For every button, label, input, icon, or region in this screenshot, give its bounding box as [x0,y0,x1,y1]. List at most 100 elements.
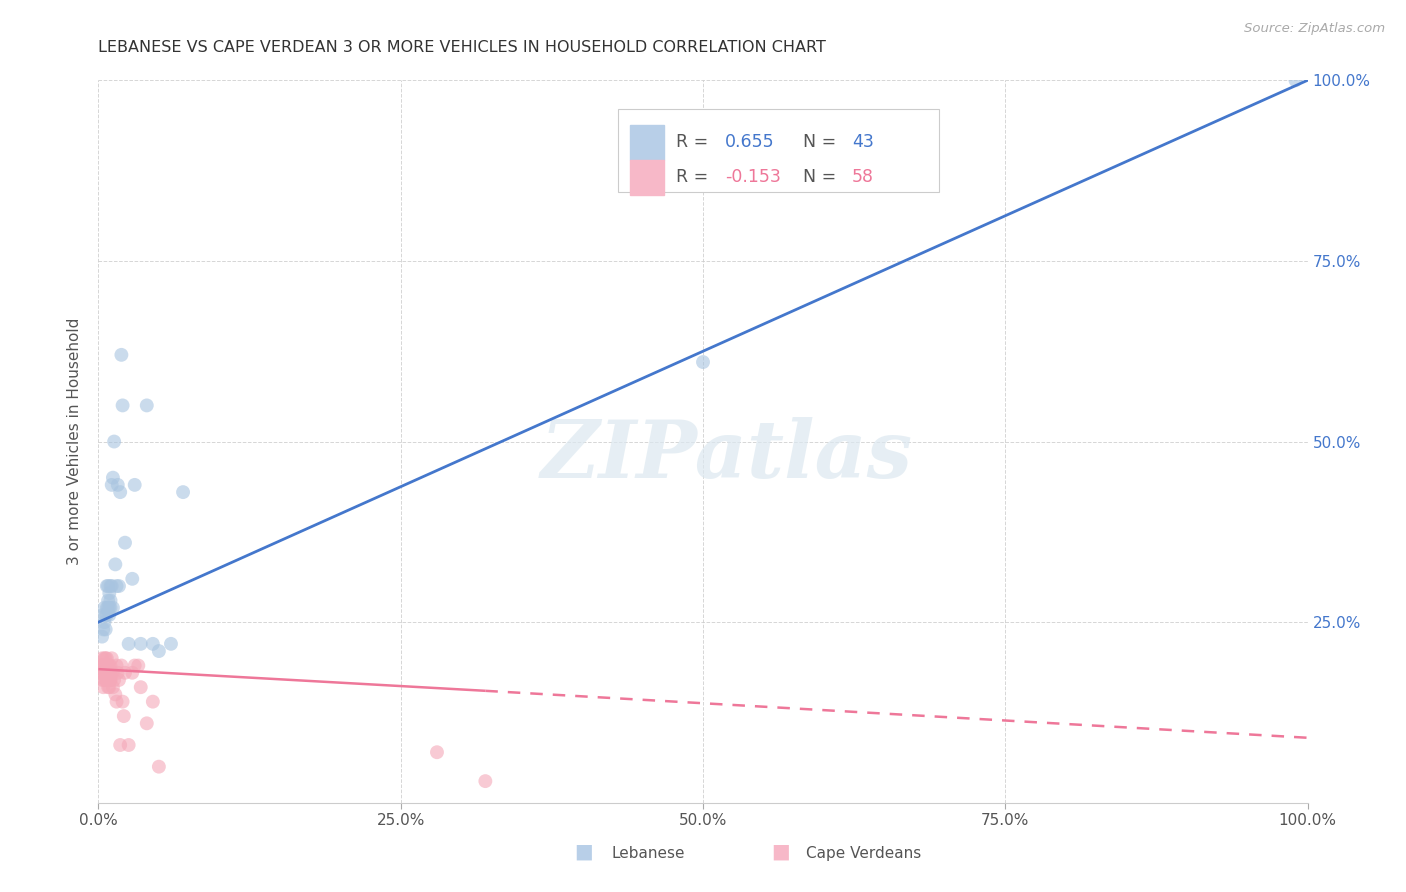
Point [98,658,121,673]
Text: N =: N = [803,169,842,186]
Point [148,644,170,658]
Point [91,673,114,687]
Point [91,623,114,637]
Point [142,637,165,651]
Point [100,593,122,607]
Point [94,658,117,673]
Point [111,695,134,709]
Point [692,355,714,369]
Point [91,680,114,694]
Point [91,658,114,673]
Point [142,695,165,709]
Point [100,658,122,673]
Point [96,665,118,680]
Point [103,673,125,687]
Bar [630,125,664,160]
Point [90,665,112,680]
Point [97,600,120,615]
Point [97,680,120,694]
Point [135,716,157,731]
Point [112,709,135,723]
Point [98,607,121,622]
Point [94,623,117,637]
Point [121,572,143,586]
Point [94,665,117,680]
Point [100,478,122,492]
Point [111,398,134,412]
Point [101,680,124,694]
Point [100,665,122,680]
Point [107,478,129,492]
Point [105,695,128,709]
Point [101,470,124,484]
Point [98,600,121,615]
Text: -0.153: -0.153 [724,169,780,186]
Point [93,615,115,630]
Point [91,665,114,680]
Point [129,637,152,651]
Point [94,607,117,622]
Point [114,535,136,549]
Point [96,600,118,615]
Bar [630,160,664,194]
Point [172,485,194,500]
Point [98,665,121,680]
Text: LEBANESE VS CAPE VERDEAN 3 OR MORE VEHICLES IN HOUSEHOLD CORRELATION CHART: LEBANESE VS CAPE VERDEAN 3 OR MORE VEHIC… [98,40,827,55]
Point [108,673,131,687]
Point [96,673,118,687]
Point [135,398,157,412]
Point [100,665,122,680]
Point [121,665,143,680]
Point [100,673,122,687]
Point [107,665,129,680]
Point [1284,73,1306,87]
Point [97,658,120,673]
Point [91,651,114,665]
Point [110,348,132,362]
Text: Cape Verdeans: Cape Verdeans [806,847,921,861]
Point [100,600,122,615]
Text: ZIPatlas: ZIPatlas [541,417,914,495]
Text: ▪: ▪ [770,838,790,866]
Point [100,579,122,593]
Point [101,665,124,680]
Point [100,651,122,665]
Point [103,434,125,449]
Point [96,651,118,665]
Point [93,673,115,687]
Point [124,478,146,492]
Point [160,637,183,651]
Point [100,579,122,593]
Text: 43: 43 [852,134,873,152]
Point [91,658,114,673]
Point [91,630,114,644]
Text: Lebanese: Lebanese [612,847,685,861]
Point [108,485,131,500]
FancyBboxPatch shape [619,109,939,193]
Text: N =: N = [803,134,842,152]
Point [93,600,115,615]
Point [90,658,112,673]
Point [105,658,128,673]
Text: R =: R = [676,169,714,186]
Point [94,673,117,687]
Point [104,687,127,701]
Point [93,651,115,665]
Point [96,673,118,687]
Point [100,673,122,687]
Point [110,658,132,673]
Point [91,607,114,622]
Point [105,579,128,593]
Point [98,680,121,694]
Point [97,593,120,607]
Text: Source: ZipAtlas.com: Source: ZipAtlas.com [1244,22,1385,36]
Point [108,579,131,593]
Point [98,673,121,687]
Point [97,673,120,687]
Y-axis label: 3 or more Vehicles in Household: 3 or more Vehicles in Household [67,318,83,566]
Point [96,579,118,593]
Point [96,607,118,622]
Point [93,658,115,673]
Point [97,579,120,593]
Point [96,658,118,673]
